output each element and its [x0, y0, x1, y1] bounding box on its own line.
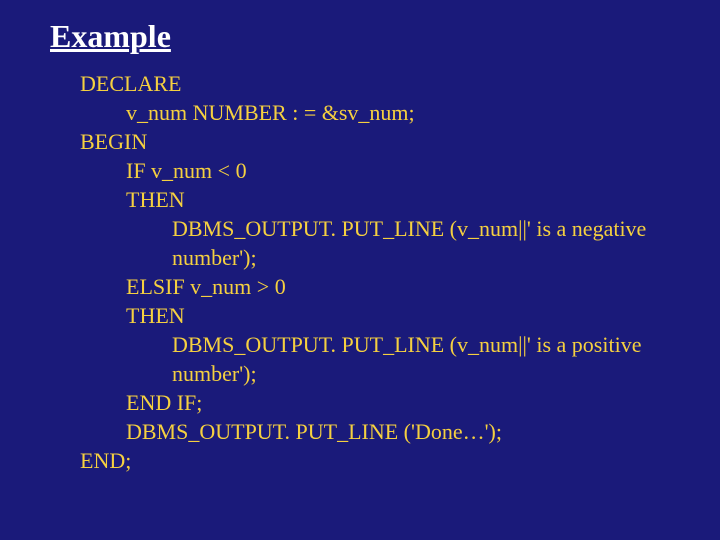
- code-line: ELSIF v_num > 0: [80, 272, 720, 301]
- code-line: THEN: [80, 185, 720, 214]
- code-line: END;: [80, 446, 720, 475]
- code-line: BEGIN: [80, 127, 720, 156]
- code-line: IF v_num < 0: [80, 156, 720, 185]
- code-block: DECLARE v_num NUMBER : = &sv_num; BEGIN …: [50, 69, 720, 475]
- code-line: END IF;: [80, 388, 720, 417]
- code-line: number');: [80, 359, 720, 388]
- code-line: THEN: [80, 301, 720, 330]
- code-line: number');: [80, 243, 720, 272]
- slide-heading: Example: [50, 18, 720, 55]
- code-line: DECLARE: [80, 69, 720, 98]
- code-line: DBMS_OUTPUT. PUT_LINE (v_num||' is a pos…: [80, 330, 720, 359]
- code-line: DBMS_OUTPUT. PUT_LINE (v_num||' is a neg…: [80, 214, 720, 243]
- code-line: v_num NUMBER : = &sv_num;: [80, 98, 720, 127]
- code-line: DBMS_OUTPUT. PUT_LINE ('Done…');: [80, 417, 720, 446]
